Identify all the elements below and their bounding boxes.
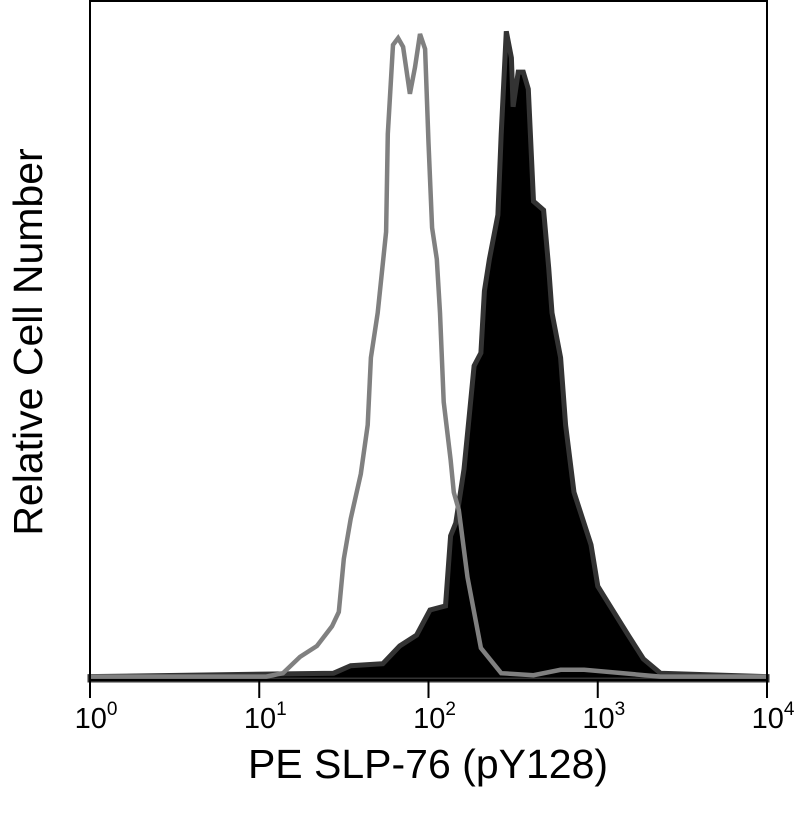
y-axis-label: Relative Cell Number — [5, 148, 51, 535]
x-axis-label: PE SLP-76 (pY128) — [248, 741, 608, 787]
histogram-outline-series — [90, 33, 767, 679]
x-tick-label: 103 — [582, 699, 625, 735]
histogram-filled-series — [87, 30, 770, 683]
x-tick-label: 100 — [75, 699, 118, 735]
x-tick-label: 104 — [752, 699, 795, 735]
x-tick-label: 102 — [413, 699, 456, 735]
x-tick-label: 101 — [244, 699, 287, 735]
x-axis: 100 101 102 103 104 — [75, 680, 795, 735]
series-layer — [87, 30, 770, 683]
